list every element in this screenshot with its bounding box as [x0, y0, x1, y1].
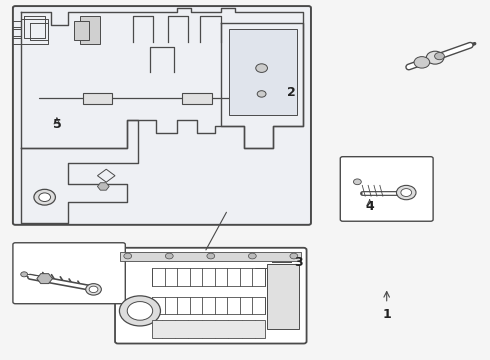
Circle shape: [426, 51, 444, 64]
Polygon shape: [37, 274, 52, 284]
FancyBboxPatch shape: [13, 243, 125, 304]
Circle shape: [257, 91, 266, 97]
Circle shape: [89, 286, 98, 293]
Text: 4: 4: [365, 201, 374, 213]
Bar: [267, 264, 299, 329]
Polygon shape: [98, 183, 109, 190]
Circle shape: [124, 253, 132, 259]
Circle shape: [21, 272, 27, 277]
Bar: [182, 93, 212, 104]
Text: 2: 2: [287, 86, 296, 99]
Bar: [80, 17, 100, 44]
Circle shape: [353, 179, 361, 185]
Text: 5: 5: [52, 118, 61, 131]
Circle shape: [435, 53, 444, 60]
Bar: [152, 268, 265, 286]
Bar: [152, 297, 265, 315]
Circle shape: [396, 185, 416, 200]
Circle shape: [127, 302, 153, 320]
Circle shape: [165, 253, 173, 259]
Bar: [152, 320, 265, 338]
Circle shape: [34, 189, 55, 205]
Circle shape: [120, 296, 160, 326]
Circle shape: [207, 253, 215, 259]
Circle shape: [290, 253, 298, 259]
Bar: [229, 30, 297, 116]
Bar: [83, 93, 112, 104]
FancyBboxPatch shape: [340, 157, 433, 221]
Text: 3: 3: [294, 256, 303, 269]
Circle shape: [39, 193, 50, 202]
Circle shape: [256, 64, 268, 72]
Bar: [74, 21, 89, 40]
Text: 1: 1: [382, 308, 391, 321]
Circle shape: [401, 189, 412, 197]
FancyBboxPatch shape: [13, 6, 311, 225]
FancyBboxPatch shape: [115, 248, 307, 343]
Circle shape: [414, 57, 430, 68]
Circle shape: [86, 284, 101, 295]
Bar: [121, 252, 301, 261]
Circle shape: [248, 253, 256, 259]
